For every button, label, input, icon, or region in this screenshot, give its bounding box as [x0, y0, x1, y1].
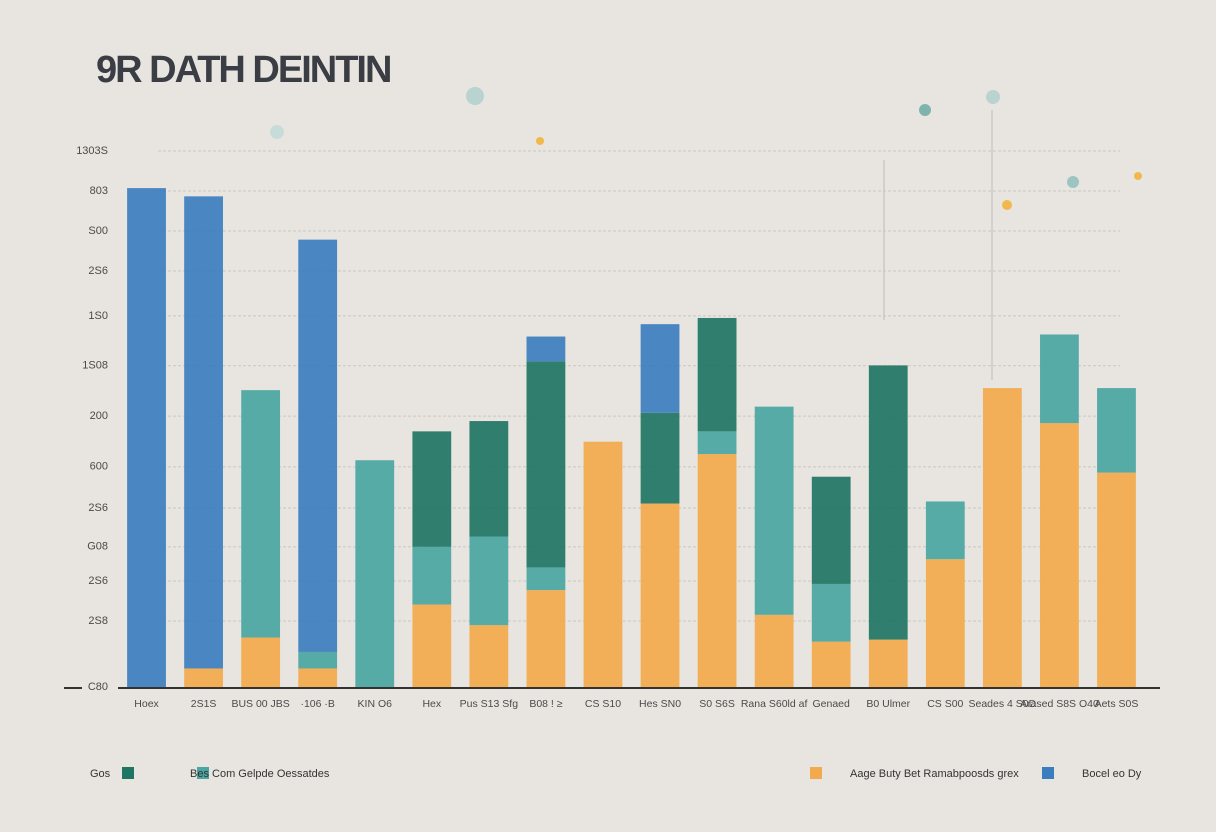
x-tick-label: B08 ! ≥ — [529, 698, 562, 710]
bar-segment — [1097, 388, 1136, 473]
bar-segment — [526, 336, 566, 362]
x-tick-label: CS S00 — [927, 698, 963, 710]
bar-segment — [184, 196, 223, 669]
bar-segment — [298, 668, 338, 687]
bar-segment — [184, 668, 223, 687]
bar-segment — [640, 324, 680, 413]
x-tick-label: Arased S8S O40 — [1020, 698, 1099, 710]
bar-segment — [469, 421, 509, 537]
bar-segment — [925, 559, 965, 687]
legend-label: Bocel eo Dy — [1082, 768, 1142, 780]
x-tick-label: CS S10 — [585, 698, 621, 710]
bar-segment — [754, 614, 794, 687]
x-tick-label: Aets S0S — [1095, 698, 1139, 710]
x-tick-label: Hes SN0 — [639, 698, 681, 710]
decor-dot — [536, 137, 544, 145]
x-tick-label: Rana S60ld af — [741, 698, 808, 710]
bar-segment — [1040, 334, 1079, 424]
y-tick-label: 1S08 — [82, 360, 108, 372]
bar-segment — [526, 567, 566, 591]
x-tick-label: S0 S6S — [699, 698, 735, 710]
bar-segment — [412, 546, 452, 605]
bar-segment — [697, 317, 737, 432]
x-tick-label: Genaed — [813, 698, 851, 710]
x-tick-label: Hex — [422, 698, 441, 710]
decor-dot — [270, 125, 284, 139]
chart-title: 9R DATH DEINTIN — [96, 49, 390, 91]
bar-segment — [526, 590, 566, 687]
y-tick-label: 2S8 — [88, 615, 108, 627]
bar-segment — [811, 476, 851, 584]
bar-segment — [298, 239, 338, 652]
bar-segment — [526, 361, 566, 568]
legend-swatch — [1042, 767, 1054, 779]
bar-segment — [1040, 423, 1079, 687]
legend-swatch — [197, 767, 209, 779]
bar-segment — [127, 188, 166, 687]
x-tick-label: ·106 ·B — [300, 698, 334, 710]
y-tick-label: S00 — [88, 225, 108, 237]
bar-segment — [355, 460, 395, 687]
bar-segment — [754, 406, 794, 615]
y-tick-label: 600 — [90, 461, 108, 473]
y-tick-label: C80 — [88, 681, 108, 693]
x-tick-label: Hoex — [134, 698, 159, 710]
decor-dot — [1134, 172, 1142, 180]
x-tick-label: Seades 4 S0D — [969, 698, 1037, 710]
bar-segment — [1097, 472, 1136, 687]
y-tick-label: 1303S — [76, 145, 108, 157]
bar-segment — [583, 441, 623, 687]
x-tick-label: BUS 00 JBS — [231, 698, 289, 710]
y-tick-label: G08 — [87, 541, 108, 553]
x-tick-label: 2S1S — [191, 698, 217, 710]
bar-segment — [412, 604, 452, 687]
bar-segment — [811, 641, 851, 687]
y-tick-label: 803 — [90, 185, 108, 197]
decor-dot — [1067, 176, 1079, 188]
x-tick-label: B0 Ulmer — [866, 698, 910, 710]
bar-segment — [868, 365, 908, 640]
bar-segment — [640, 412, 680, 504]
bar-segment — [298, 651, 338, 669]
x-tick-label: Pus S13 Sfg — [460, 698, 519, 710]
bar-segment — [640, 503, 680, 687]
bar-segment — [811, 583, 851, 642]
bar-segment — [241, 637, 281, 687]
decor-dot — [919, 104, 931, 116]
bar-segment — [982, 388, 1022, 687]
y-tick-label: 2S6 — [88, 265, 108, 277]
legend-label: Gos — [90, 768, 111, 780]
bar-segment — [469, 625, 509, 687]
bar-segment — [469, 536, 509, 626]
decor-dot — [986, 90, 1000, 104]
legend-label: Aage Buty Bet Ramabpoosds grex — [850, 768, 1019, 780]
y-tick-label: 2S6 — [88, 575, 108, 587]
decor-dot — [466, 87, 484, 105]
y-tick-label: 2S6 — [88, 502, 108, 514]
y-tick-label: 1S0 — [88, 310, 108, 322]
y-tick-label: 200 — [90, 410, 108, 422]
x-tick-label: KIN O6 — [358, 698, 393, 710]
bar-segment — [868, 639, 908, 687]
legend-label: Bes Com Gelpde Oessatdes — [190, 768, 330, 780]
bar-segment — [697, 454, 737, 687]
bar-segment — [925, 501, 965, 560]
bar-segment — [697, 431, 737, 455]
bar-segment — [412, 431, 452, 547]
bar-segment — [241, 390, 281, 638]
legend-swatch — [122, 767, 134, 779]
decor-dot — [1002, 200, 1012, 210]
legend-swatch — [810, 767, 822, 779]
